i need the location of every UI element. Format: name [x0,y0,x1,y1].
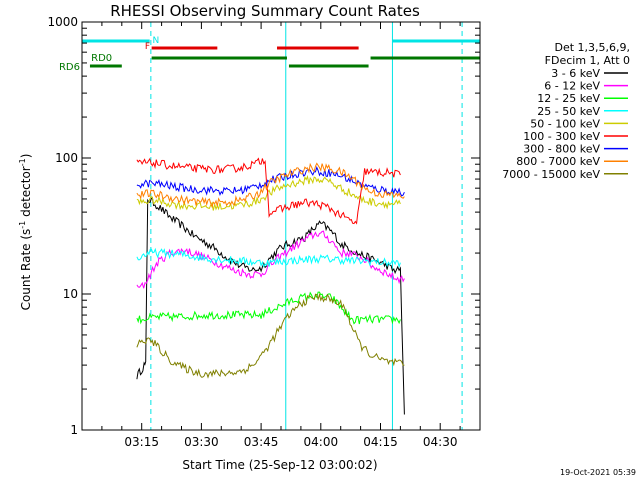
legend-entry-label-3: 25 - 50 keV [537,105,600,118]
series-line-7 [136,162,405,209]
x-tick-label-4: 04:15 [363,435,398,449]
y-tick-label-1: 10 [63,287,78,301]
legend-entry-label-5: 100 - 300 keV [523,130,600,143]
y-axis-label: Count Rate (s-1 detector-1) [18,154,33,311]
x-tick-label-1: 03:30 [184,435,219,449]
plot-frame [81,21,481,431]
series-line-0 [136,197,405,415]
x-tick-label-5: 04:30 [423,435,458,449]
y-axis-label-end: ) [19,154,33,159]
series-line-5 [136,157,401,225]
mode-bar-label-1: F [145,42,150,52]
y-axis-label-sup2: -1 [18,158,27,166]
legend-header-line-1: Det 1,3,5,6,9, [554,41,630,54]
legend-header-line-2: FDecim 1, Att 0 [545,54,630,67]
series-line-8 [136,292,405,379]
legend: Det 1,3,5,6,9, FDecim 1, Att 0 3 - 6 keV… [502,41,630,181]
mode-bar-label-0: N [152,36,159,46]
series-line-2 [136,291,401,325]
legend-entry-label-8: 7000 - 15000 keV [502,168,600,181]
series-line-4 [136,174,401,211]
y-axis-label-main: Count Rate (s [19,229,33,311]
mode-bars: NF RD0 RD6 [59,36,480,73]
axis-ticks: 03:15 03:30 03:45 04:00 04:15 04:30 1 10 100 1000 [47,15,480,449]
x-tick-label-2: 03:45 [244,435,279,449]
series-lines [136,157,405,415]
legend-entry-label-2: 12 - 25 keV [537,92,600,105]
timestamp: 19-Oct-2021 05:39 [560,468,636,477]
mode-bar-label-3: RD6 [59,62,80,73]
legend-entry-label-6: 300 - 800 keV [523,143,600,156]
series-line-3 [136,247,401,269]
chart-title: RHESSI Observing Summary Count Rates [110,2,420,20]
x-axis-label: Start Time (25-Sep-12 03:00:02) [182,458,377,472]
legend-entry-label-0: 3 - 6 keV [551,67,600,80]
y-tick-label-2: 100 [55,151,78,165]
y-axis-label-mid: detector [19,166,33,221]
mode-bar-label-2: RD0 [91,53,112,64]
legend-entry-label-4: 50 - 100 keV [530,117,600,130]
y-axis-label-sup1: -1 [18,221,27,229]
x-tick-label-0: 03:15 [124,435,159,449]
legend-entry-label-1: 6 - 12 keV [544,80,600,93]
x-tick-label-3: 04:00 [304,435,339,449]
y-tick-label-0: 1 [70,423,78,437]
y-tick-label-3: 1000 [47,15,78,29]
legend-entry-label-7: 800 - 7000 keV [516,155,600,168]
